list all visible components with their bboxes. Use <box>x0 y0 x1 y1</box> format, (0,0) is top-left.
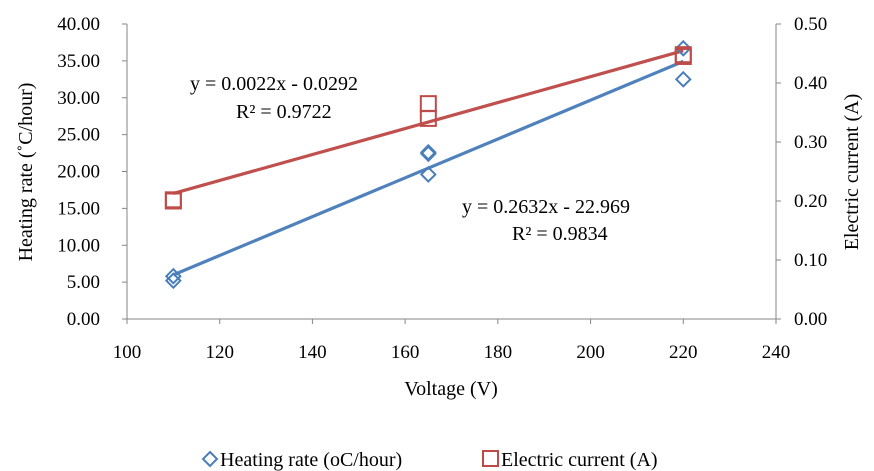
y-left-tick-label: 25.00 <box>57 125 100 146</box>
x-tick-label: 200 <box>576 342 605 363</box>
legend-square-icon <box>482 450 499 467</box>
y-right-tick-label: 0.10 <box>794 250 827 271</box>
heating-point <box>674 70 692 88</box>
y-left-tick-label: 15.00 <box>57 198 100 219</box>
current-point <box>674 46 692 64</box>
y-left-tick-label: 30.00 <box>57 88 100 109</box>
current-point <box>419 95 437 113</box>
y-left-tick-label: 5.00 <box>67 272 100 293</box>
heating-trend-equation: y = 0.2632x - 22.969 <box>462 196 630 218</box>
heating-point <box>419 145 437 163</box>
current-point <box>164 191 182 209</box>
current-trendline <box>172 49 684 195</box>
current-point <box>164 192 182 210</box>
current-trend-r2: R² = 0.9722 <box>236 101 332 123</box>
x-tick-label: 240 <box>762 342 791 363</box>
x-tick-label: 220 <box>669 342 698 363</box>
axes: 100 120 140 160 180 200 220 2400.005.0010.0015.… <box>57 14 827 363</box>
y-left-tick-label: 35.00 <box>57 51 100 72</box>
heating-trend-r2: R² = 0.9834 <box>512 223 608 245</box>
y-left-tick-label: 10.00 <box>57 235 100 256</box>
current-trend-equation: y = 0.0022x - 0.0292 <box>190 73 358 95</box>
y-right-tick-label: 0.40 <box>794 73 827 94</box>
y-left-tick-label: 40.00 <box>57 14 100 35</box>
y-left-tick-label: 20.00 <box>57 162 100 183</box>
heating-point <box>674 39 692 57</box>
x-axis-title: Voltage (V) <box>404 378 498 400</box>
heating-point <box>164 267 182 285</box>
heating-point <box>419 143 437 161</box>
heating-point <box>419 166 437 183</box>
y-axis-title-right: Electric current (A) <box>841 94 863 251</box>
y-right-tick-label: 0.30 <box>794 132 827 153</box>
legend-heating-label: Heating rate (oC/hour) <box>220 449 402 471</box>
x-tick-label: 100 <box>113 342 142 363</box>
x-tick-label: 140 <box>298 342 327 363</box>
y-right-tick-label: 0.50 <box>794 14 827 35</box>
x-tick-label: 160 <box>391 342 420 363</box>
legend: Heating rate (oC/hour) Electric current … <box>201 449 658 471</box>
heating-point <box>164 272 182 290</box>
y-axis-title-left: Heating rate (˚C/hour) <box>15 83 37 262</box>
legend-current-label: Electric current (A) <box>501 449 658 471</box>
markers <box>164 39 692 290</box>
x-tick-label: 120 <box>205 342 234 363</box>
legend-diamond-icon <box>201 450 219 468</box>
y-right-tick-label: 0.00 <box>794 309 827 330</box>
y-right-tick-label: 0.20 <box>794 191 827 212</box>
y-left-tick-label: 0.00 <box>67 309 100 330</box>
x-tick-label: 180 <box>484 342 513 363</box>
